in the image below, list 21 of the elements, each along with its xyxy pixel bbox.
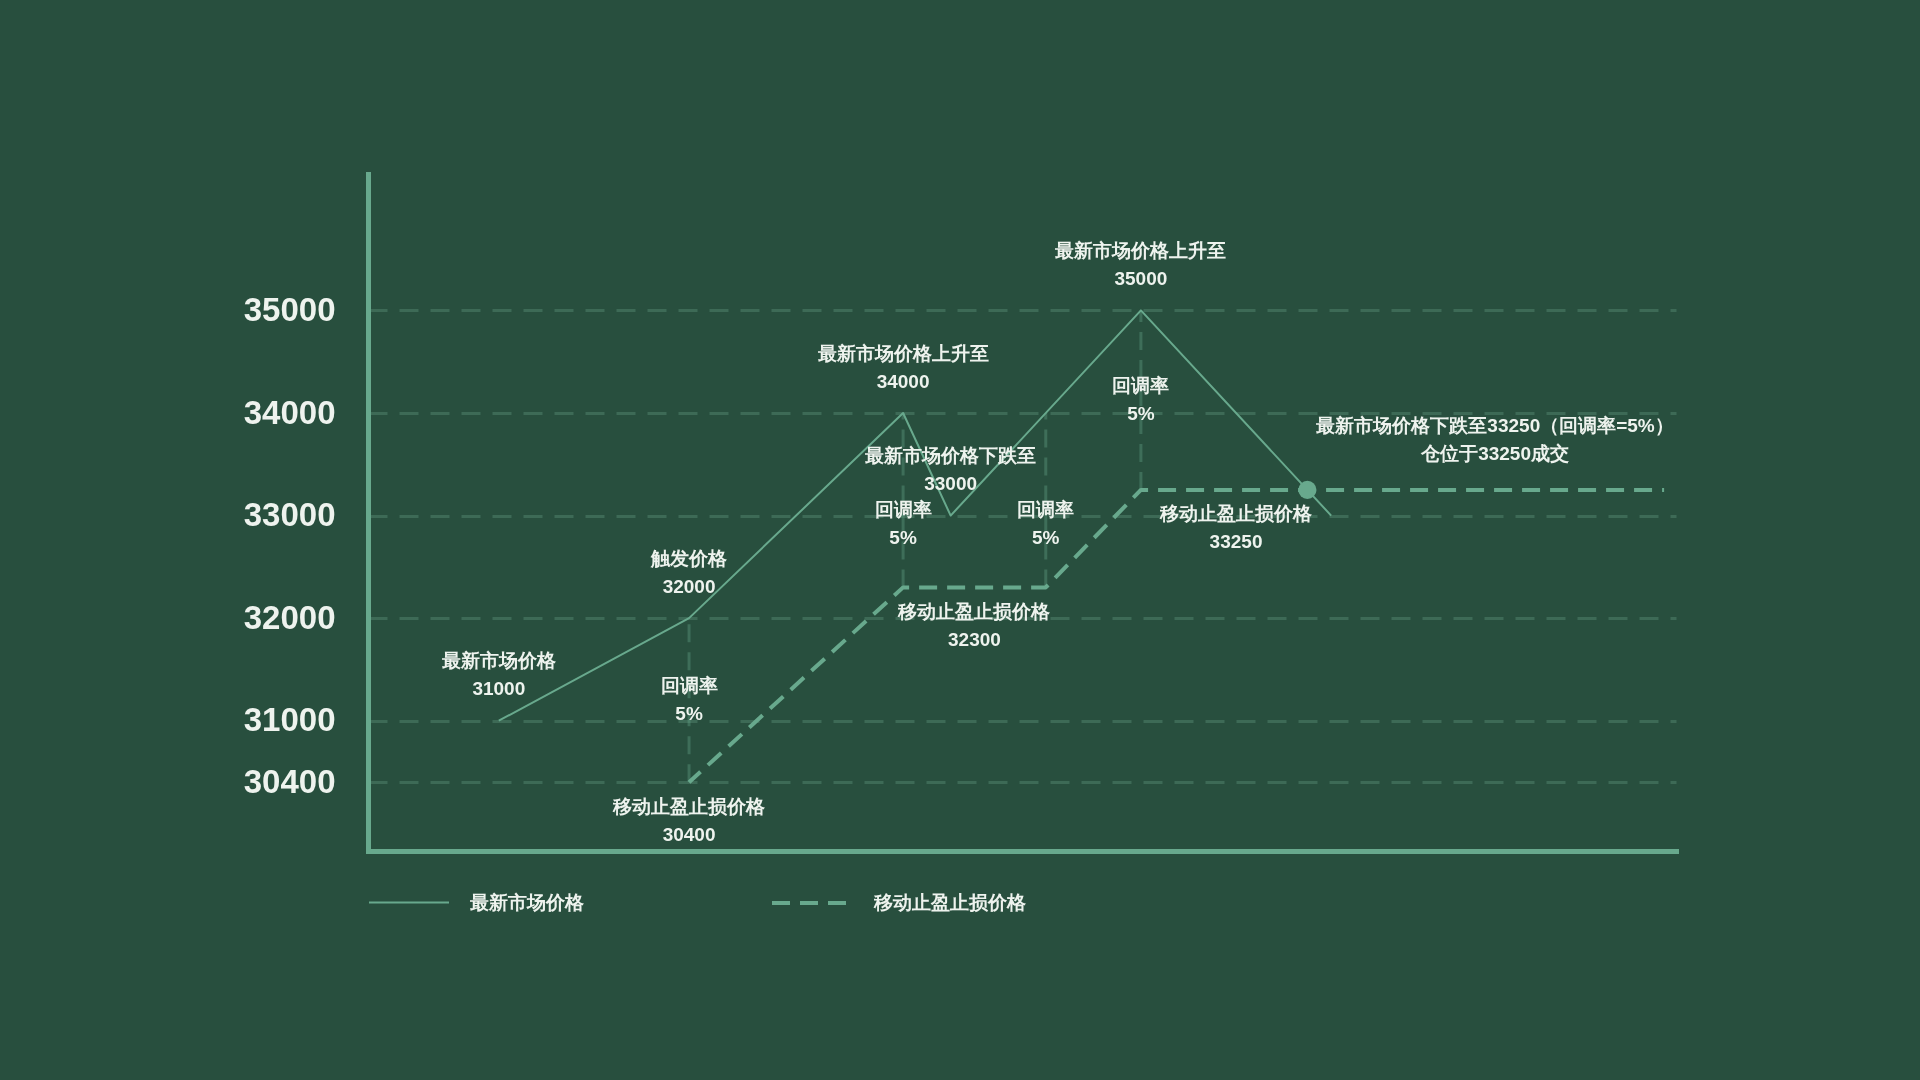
data-label: 最新市场价格上升至 35000: [1054, 239, 1227, 289]
y-tick-label: 35000: [243, 290, 336, 328]
y-tick-label: 31000: [243, 701, 336, 739]
legend-label: 最新市场价格: [469, 891, 585, 913]
annotation: 回调率 5%: [874, 498, 932, 548]
data-label: 触发价格 32000: [650, 547, 729, 597]
y-tick-label: 30400: [243, 762, 336, 800]
annotation: 回调率 5%: [1112, 374, 1170, 424]
data-label: 最新市场价格下跌至33250（回调率=5%）仓位于33250成交: [1315, 415, 1674, 465]
data-label: 移动止盈止损价格 33250: [1159, 503, 1314, 553]
annotation: 回调率 5%: [660, 674, 718, 724]
y-tick-label: 32000: [243, 598, 336, 636]
data-label: 最新市场价格下跌至 33000: [864, 445, 1037, 495]
data-label: 移动止盈止损价格 32300: [897, 600, 1052, 650]
legend-label: 移动止盈止损价格: [873, 892, 1027, 913]
annotation: 回调率 5%: [1017, 498, 1075, 548]
data-label: 移动止盈止损价格 30400: [612, 795, 767, 845]
data-label: 最新市场价格 31000: [440, 650, 557, 700]
y-tick-label: 33000: [243, 496, 336, 534]
y-tick-label: 34000: [243, 393, 336, 431]
data-label: 最新市场价格上升至 34000: [816, 342, 989, 392]
